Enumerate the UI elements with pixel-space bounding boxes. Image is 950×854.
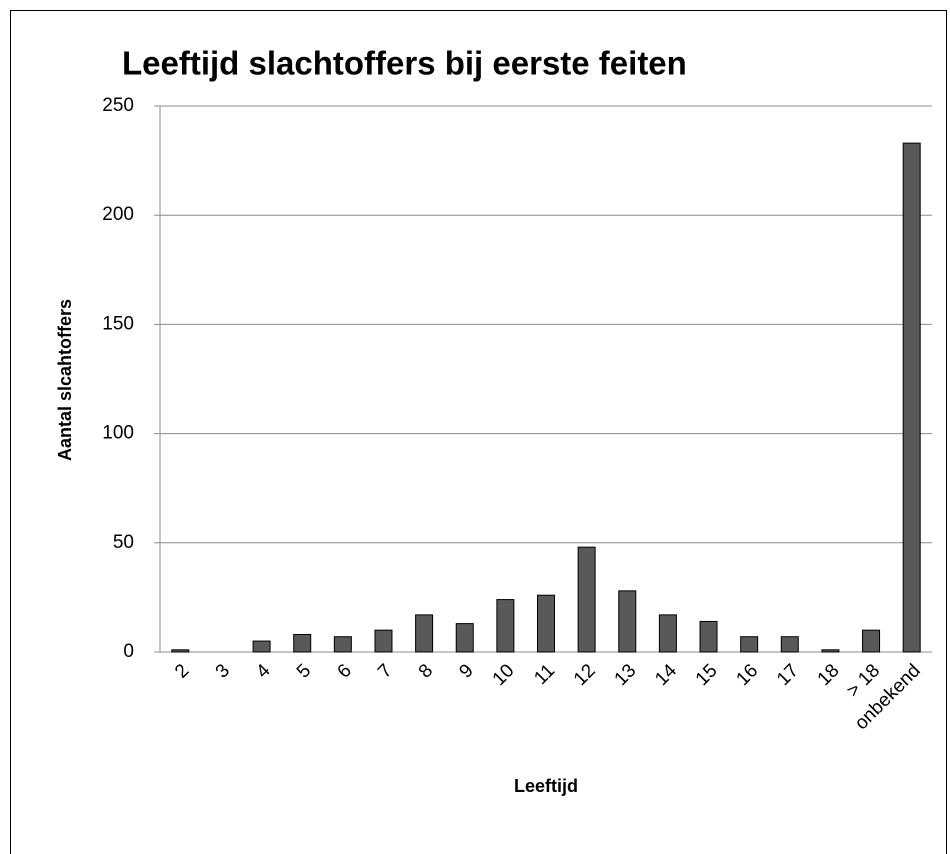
chart-frame [10, 10, 947, 854]
y-tick-label: 250 [102, 95, 134, 116]
y-tick-label: 150 [102, 313, 134, 334]
bar [780, 636, 799, 653]
bar [374, 629, 393, 653]
bar [658, 614, 677, 653]
bar [293, 634, 312, 653]
y-axis-label: Aantal slcahtoffers [55, 299, 75, 461]
y-tick-label: 50 [113, 532, 134, 553]
bar [415, 614, 434, 653]
bar [699, 620, 718, 653]
bar [333, 636, 352, 653]
bar [537, 594, 555, 653]
chart-title: Leeftijd slachtoffers bij eerste feiten [122, 45, 687, 82]
bar [902, 142, 921, 653]
bar [618, 590, 637, 653]
y-tick-label: 0 [123, 641, 134, 662]
x-axis-label: Leeftijd [514, 776, 578, 796]
bar [496, 599, 515, 653]
bar [862, 629, 881, 653]
bar [252, 640, 271, 653]
y-tick-label: 200 [102, 204, 134, 225]
y-tick-label: 100 [102, 423, 134, 444]
bar [171, 649, 190, 653]
bar [740, 636, 759, 653]
bar [577, 546, 596, 653]
bar [821, 649, 840, 653]
bar [455, 623, 474, 653]
